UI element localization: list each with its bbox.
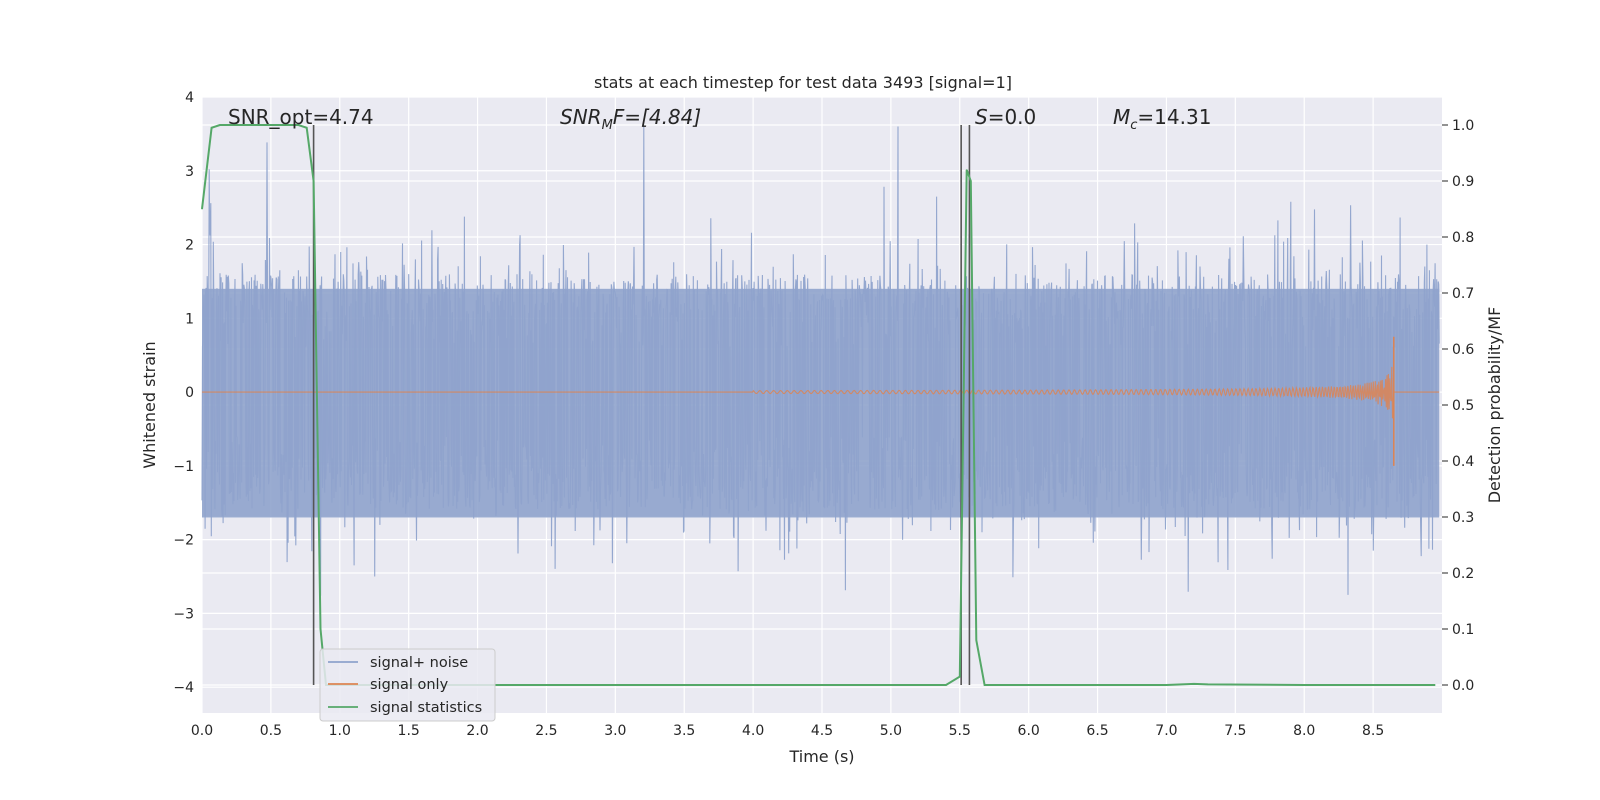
stats-point-2 [219, 124, 221, 126]
series-signal-noise [201, 126, 1440, 596]
x-tick-5: 2.5 [535, 723, 557, 739]
stats-point-4 [242, 124, 244, 126]
x-tick-3: 1.5 [398, 723, 420, 739]
stats-point-6 [270, 124, 272, 126]
stats-point-19 [959, 676, 961, 678]
x-tick-7: 3.5 [673, 723, 695, 739]
annotation-snr-mf-main: SNR [560, 105, 602, 129]
stats-point-25 [1165, 684, 1167, 686]
x-tick-6: 3.0 [604, 723, 626, 739]
legend: signal+ noise signal only signal statist… [319, 648, 496, 722]
chart-title: stats at each timestep for test data 349… [594, 73, 1012, 92]
x-tick-16: 8.0 [1293, 723, 1315, 739]
right-tick-1: 0.1 [1452, 622, 1474, 638]
x-tick-11: 5.5 [949, 723, 971, 739]
stats-point-11 [320, 628, 321, 630]
x-axis: 0.0 0.5 1.0 1.5 2.0 2.5 3.0 3.5 4.0 4.5 5.0 5.5 6.0 6… [191, 723, 1384, 739]
stats-point-26 [1193, 683, 1195, 685]
right-tick-8: 0.8 [1452, 230, 1474, 246]
series-signal-only [202, 336, 1440, 466]
x-tick-14: 7.0 [1155, 723, 1177, 739]
x-tick-12: 6.0 [1018, 723, 1040, 739]
right-tick-4: 0.4 [1452, 454, 1474, 470]
annotation-snr-mf-sub: M [602, 118, 613, 133]
left-tick-1: −3 [173, 606, 194, 622]
stats-point-20 [966, 169, 968, 171]
annotation-snr-mf: SNRMF=[4.84] [560, 105, 701, 133]
annotation-s-rest: =0.0 [988, 105, 1037, 129]
left-tick-0: −4 [173, 680, 194, 696]
annotation-mc-rest: =14.31 [1137, 105, 1211, 129]
stats-point-28 [1303, 684, 1305, 686]
left-tick-5: 1 [185, 311, 194, 327]
noise-band [202, 288, 1440, 518]
left-tick-6: 2 [185, 238, 194, 254]
stats-point-18 [945, 684, 947, 686]
annotation-s: S=0.0 [975, 105, 1036, 129]
x-tick-13: 6.5 [1086, 723, 1108, 739]
right-tick-7: 0.7 [1452, 286, 1474, 302]
stats-point-1 [211, 127, 213, 129]
x-tick-17: 8.5 [1362, 723, 1384, 739]
right-tick-3: 0.3 [1452, 510, 1474, 526]
legend-label-signal: signal only [370, 677, 449, 693]
stats-point-22 [975, 639, 977, 641]
signal-trace [202, 366, 1440, 419]
annotation-mc: Mc=14.31 [1113, 105, 1211, 133]
stats-point-7 [284, 124, 286, 126]
stats-point-23 [984, 684, 986, 686]
right-tick-10: 1.0 [1452, 118, 1474, 134]
stats-point-9 [306, 127, 308, 129]
stats-point-8 [297, 124, 299, 126]
annotation-mc-main: M [1113, 105, 1130, 129]
x-tick-2: 1.0 [329, 723, 351, 739]
legend-box [319, 648, 496, 722]
stats-point-27 [1207, 683, 1209, 685]
right-tick-9: 0.9 [1452, 174, 1474, 190]
stats-point-0 [201, 208, 203, 210]
x-tick-0: 0.0 [191, 723, 213, 739]
left-y-axis-label: Whitened strain [140, 341, 159, 468]
annotation-snr-mf-rest: F=[4.84] [613, 105, 701, 129]
annotation-s-main: S [975, 105, 988, 129]
x-tick-9: 4.5 [811, 723, 833, 739]
x-tick-1: 0.5 [260, 723, 282, 739]
x-axis-label: Time (s) [788, 747, 854, 766]
stats-point-16 [752, 684, 754, 686]
x-tick-10: 5.0 [880, 723, 902, 739]
legend-label-stats: signal statistics [370, 700, 482, 716]
x-tick-4: 2.0 [466, 723, 488, 739]
right-y-axis-label: Detection probability/MF [1485, 307, 1504, 504]
stats-point-15 [614, 684, 616, 686]
left-tick-8: 4 [185, 90, 194, 106]
right-tick-0: 0.0 [1452, 678, 1474, 694]
right-tick-5: 0.5 [1452, 398, 1474, 414]
right-tick-2: 0.2 [1452, 566, 1474, 582]
right-tick-6: 0.6 [1452, 342, 1474, 358]
left-y-axis: −4 −3 −2 −1 0 1 2 3 4 [173, 90, 194, 696]
legend-label-noise: signal+ noise [370, 655, 468, 671]
annotation-snr-opt: SNR_opt=4.74 [228, 105, 374, 129]
right-y-axis: 0.0 0.1 0.2 0.3 0.4 0.5 0.6 0.7 0.8 0.9 1.0 [1442, 118, 1474, 694]
stats-point-3 [229, 124, 231, 126]
left-tick-3: −1 [173, 459, 194, 475]
stats-point-30 [1434, 684, 1436, 686]
annotations: SNR_opt=4.74 SNRMF=[4.84] S=0.0 Mc=14.31 [228, 105, 1211, 133]
stats-point-10 [313, 180, 315, 182]
stats-point-24 [1028, 684, 1030, 686]
left-tick-2: −2 [173, 533, 194, 549]
left-tick-4: 0 [185, 385, 194, 401]
x-tick-8: 4.0 [742, 723, 764, 739]
stats-point-21 [970, 180, 972, 182]
x-tick-15: 7.5 [1224, 723, 1246, 739]
stats-point-29 [1372, 684, 1374, 686]
annotation-mc-sub: c [1130, 118, 1137, 133]
stats-point-17 [890, 684, 892, 686]
left-tick-7: 3 [185, 164, 194, 180]
stats-point-5 [256, 124, 258, 126]
